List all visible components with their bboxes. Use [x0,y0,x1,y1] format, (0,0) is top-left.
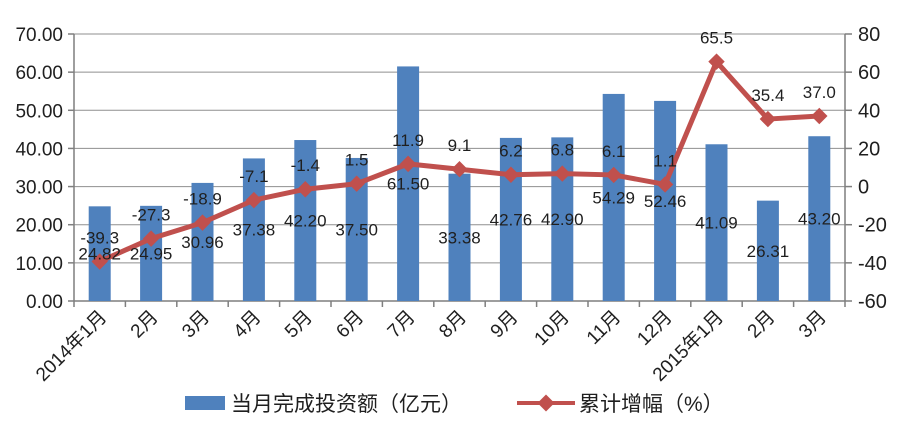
bar [294,140,317,301]
bar [397,66,420,302]
line-data-label: 9.1 [448,136,472,155]
bar [654,100,677,301]
line-data-label: -1.4 [291,156,320,175]
line-swatch-icon [517,394,575,412]
bar [602,93,625,302]
diamond-data-point-marker [297,181,314,198]
diamond-data-point-marker [194,214,211,231]
bar-data-label: 61.50 [387,175,430,194]
diamond-data-point-marker [348,175,365,192]
line-data-label: -7.1 [239,167,268,186]
diamond-data-point-marker [502,166,520,183]
x-axis-category-label: 2月 [127,307,163,343]
bar-data-label: 26.31 [747,242,790,261]
line-data-label: 11.9 [392,131,424,150]
line-data-label: -18.9 [183,190,222,209]
bar-data-label: 24.82 [78,245,121,264]
x-axis-category-label: 11月 [583,307,625,349]
bar [808,136,831,301]
bar-data-label: 37.38 [233,221,276,240]
diamond-data-point-marker [399,155,417,173]
bar-swatch-icon [185,396,225,410]
x-axis-category-label: 2014年1月 [31,306,111,386]
line-data-label: 65.5 [700,29,733,48]
diamond-data-point-marker [605,166,622,184]
x-axis-category-label: 8月 [435,307,471,343]
diamond-marker-icon [537,394,555,412]
line-data-label: 6.8 [550,141,574,160]
line-data-label: -27.3 [132,206,171,225]
bar [551,137,574,301]
line-data-label: 1.5 [345,151,369,170]
line-data-label: -39.3 [80,229,119,248]
diamond-data-point-marker [142,230,160,247]
bar [191,182,214,301]
x-axis-category-label: 12月 [633,307,676,350]
diamond-data-point-marker [91,253,108,270]
bar-data-label: 30.96 [181,233,224,252]
line-data-label: 6.1 [602,142,626,161]
y-axis-right-tick-label: 20 [858,138,880,160]
legend-item-bars: 当月完成投资额（亿元） [185,390,462,416]
y-axis-left-tick-label: 10.00 [15,254,63,275]
bar [756,200,779,301]
diamond-data-point-marker [554,165,571,182]
bar [705,144,728,301]
y-axis-left-tick-label: 60.00 [15,63,63,84]
y-axis-right-tick-label: -60 [858,291,887,313]
bar-data-label: 52.46 [644,192,687,211]
bar-data-label: 41.09 [695,214,738,233]
y-axis-right-tick-label: -20 [858,215,887,237]
x-axis-category-label: 10月 [531,307,574,350]
bar-data-label: 37.50 [335,220,378,239]
bar [448,173,471,301]
bar [140,205,163,301]
bar-data-label: 42.76 [490,210,533,229]
legend-label-line: 累计增幅（%） [579,393,724,416]
diamond-data-point-marker [759,110,777,128]
bar-data-label: 24.95 [130,244,173,263]
x-axis-category-label: 6月 [332,307,368,343]
bar [242,158,265,301]
bar-data-label: 42.20 [284,212,327,231]
x-axis-category-label: 2月 [744,307,780,343]
diamond-data-point-marker [656,176,674,193]
x-axis-category-label: 9月 [487,307,523,343]
bar [499,137,522,301]
y-axis-right-tick-label: 40 [858,100,880,122]
x-axis-category-label: 3月 [795,307,831,343]
diamond-data-point-marker [245,191,263,209]
line-data-label: 37.0 [803,83,836,102]
x-axis-category-label: 7月 [384,307,420,343]
y-axis-left-tick-label: 20.00 [15,216,63,237]
legend-label-bars: 当月完成投资额（亿元） [231,393,462,416]
bar-data-label: 33.38 [438,228,481,247]
y-axis-left-tick-label: 50.00 [15,101,63,122]
bar [345,157,368,301]
x-axis-category-label: 5月 [281,307,317,343]
x-axis-category-label: 3月 [178,307,214,343]
y-axis-right-tick-label: 0 [858,177,869,199]
line-data-label: 35.4 [751,86,784,105]
y-axis-left-tick-label: 0.00 [26,292,63,313]
bar-data-label: 54.29 [592,188,635,207]
line-data-label: 6.2 [499,142,523,161]
y-axis-right-tick-label: -40 [858,253,887,275]
diamond-data-point-marker [811,107,828,125]
x-axis-category-label: 4月 [230,307,266,343]
diamond-data-point-marker [708,53,725,70]
bar-data-label: 43.20 [798,210,841,229]
legend-item-line: 累计增幅（%） [517,390,724,416]
bar-data-label: 42.90 [541,210,584,229]
diamond-data-point-marker [451,161,468,178]
line-data-label: 1.1 [653,151,677,170]
y-axis-right-tick-label: 60 [858,62,880,84]
y-axis-left-tick-label: 30.00 [15,178,63,199]
y-axis-left-tick-label: 40.00 [15,139,63,160]
y-axis-left-tick-label: 70.00 [15,25,63,46]
y-axis-right-tick-label: 80 [858,24,880,46]
